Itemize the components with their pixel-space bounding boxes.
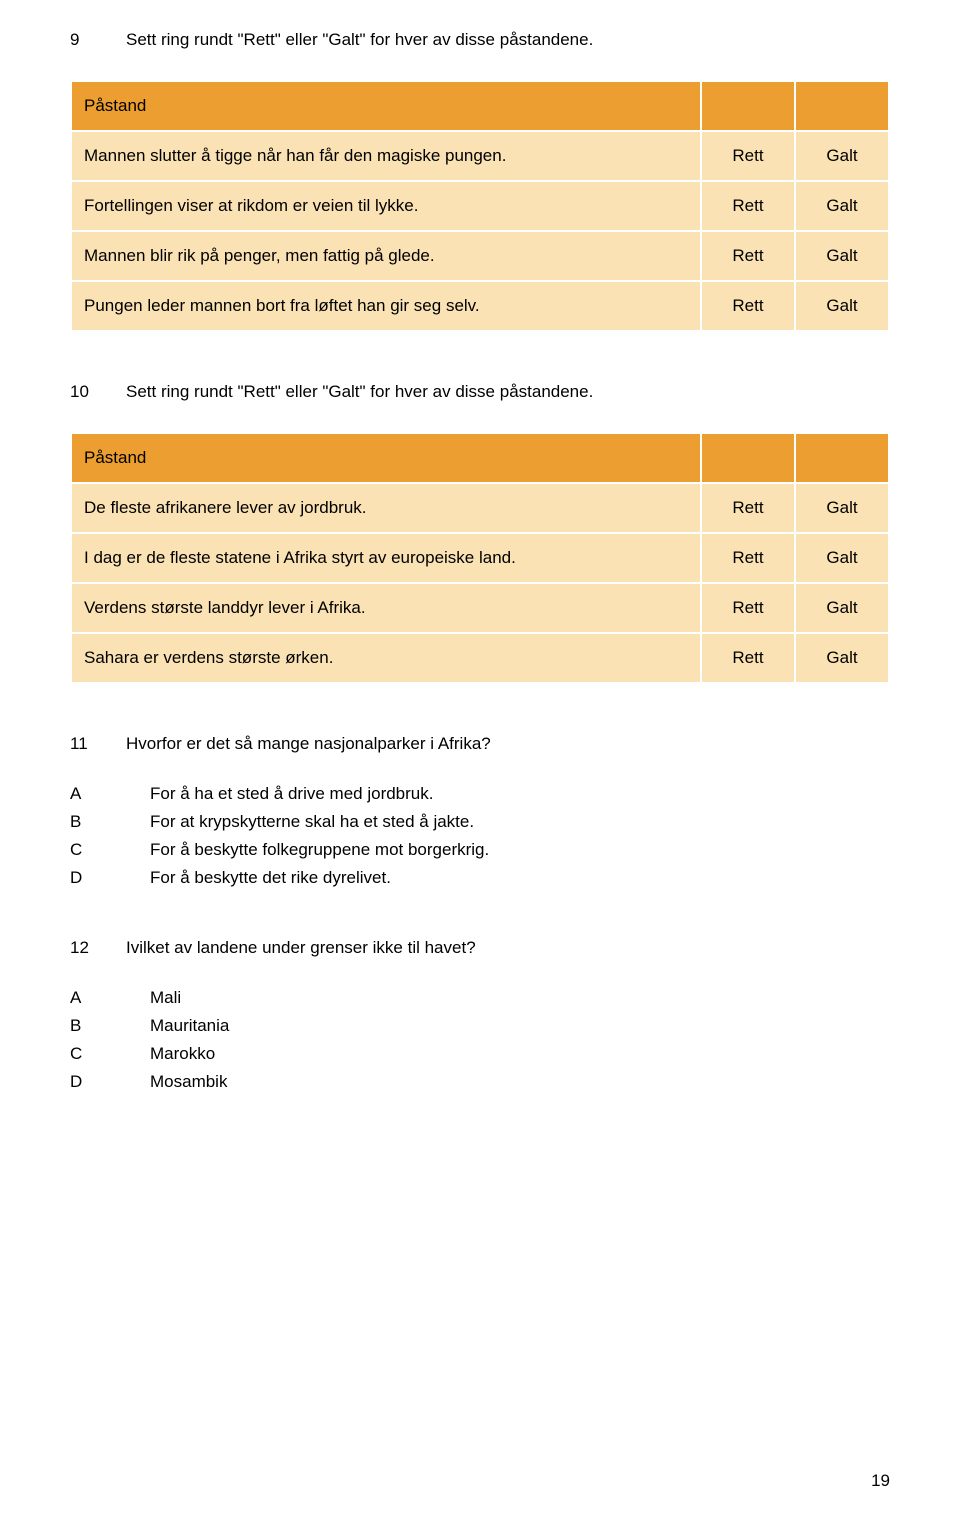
q12-prompt-line: 12 Ivilket av landene under grenser ikke… bbox=[70, 938, 890, 958]
q9-prompt-line: 9 Sett ring rundt "Rett" eller "Galt" fo… bbox=[70, 30, 890, 50]
q9-row0-rett[interactable]: Rett bbox=[702, 132, 794, 180]
q10-row3-text: Sahara er verdens største ørken. bbox=[72, 634, 700, 682]
q11-choice-c[interactable]: C For å beskytte folkegruppene mot borge… bbox=[70, 840, 890, 860]
page-number: 19 bbox=[871, 1471, 890, 1491]
q11-choice-d[interactable]: D For å beskytte det rike dyrelivet. bbox=[70, 868, 890, 888]
q10-row1-rett[interactable]: Rett bbox=[702, 534, 794, 582]
choice-letter: B bbox=[70, 812, 90, 832]
q9-row2-rett[interactable]: Rett bbox=[702, 232, 794, 280]
choice-letter: D bbox=[70, 1072, 90, 1092]
q9-header-empty1 bbox=[702, 82, 794, 130]
q9-header: Påstand bbox=[72, 82, 700, 130]
q10-row0-rett[interactable]: Rett bbox=[702, 484, 794, 532]
q10-header: Påstand bbox=[72, 434, 700, 482]
table-row: Fortellingen viser at rikdom er veien ti… bbox=[72, 182, 888, 230]
q10-row3-galt[interactable]: Galt bbox=[796, 634, 888, 682]
q10-number: 10 bbox=[70, 382, 94, 402]
q12-choice-a[interactable]: A Mali bbox=[70, 988, 890, 1008]
choice-text: Mali bbox=[150, 988, 181, 1008]
q11-prompt-line: 11 Hvorfor er det så mange nasjonalparke… bbox=[70, 734, 890, 754]
q10-prompt-line: 10 Sett ring rundt "Rett" eller "Galt" f… bbox=[70, 382, 890, 402]
q9-table: Påstand Mannen slutter å tigge når han f… bbox=[70, 80, 890, 332]
q9-row3-galt[interactable]: Galt bbox=[796, 282, 888, 330]
q10-header-empty2 bbox=[796, 434, 888, 482]
q10-table: Påstand De fleste afrikanere lever av jo… bbox=[70, 432, 890, 684]
choice-letter: A bbox=[70, 784, 90, 804]
choice-text: For å beskytte folkegruppene mot borgerk… bbox=[150, 840, 489, 860]
q9-row1-rett[interactable]: Rett bbox=[702, 182, 794, 230]
q9-row2-galt[interactable]: Galt bbox=[796, 232, 888, 280]
choice-letter: C bbox=[70, 1044, 90, 1064]
choice-text: Mosambik bbox=[150, 1072, 227, 1092]
choice-letter: D bbox=[70, 868, 90, 888]
choice-text: Mauritania bbox=[150, 1016, 229, 1036]
table-row: Mannen slutter å tigge når han får den m… bbox=[72, 132, 888, 180]
q9-header-empty2 bbox=[796, 82, 888, 130]
q12-number: 12 bbox=[70, 938, 94, 958]
q10-header-empty1 bbox=[702, 434, 794, 482]
q12-choices: A Mali B Mauritania C Marokko D Mosambik bbox=[70, 988, 890, 1092]
q9-row0-galt[interactable]: Galt bbox=[796, 132, 888, 180]
q12-choice-c[interactable]: C Marokko bbox=[70, 1044, 890, 1064]
q10-row2-text: Verdens største landdyr lever i Afrika. bbox=[72, 584, 700, 632]
q12-prompt: Ivilket av landene under grenser ikke ti… bbox=[126, 938, 476, 958]
choice-letter: A bbox=[70, 988, 90, 1008]
q9-number: 9 bbox=[70, 30, 94, 50]
q10-row0-text: De fleste afrikanere lever av jordbruk. bbox=[72, 484, 700, 532]
q9-row2-text: Mannen blir rik på penger, men fattig på… bbox=[72, 232, 700, 280]
q11-choices: A For å ha et sted å drive med jordbruk.… bbox=[70, 784, 890, 888]
q9-row3-text: Pungen leder mannen bort fra løftet han … bbox=[72, 282, 700, 330]
table-row: De fleste afrikanere lever av jordbruk. … bbox=[72, 484, 888, 532]
choice-letter: C bbox=[70, 840, 90, 860]
q11-choice-b[interactable]: B For at krypskytterne skal ha et sted å… bbox=[70, 812, 890, 832]
q10-prompt: Sett ring rundt "Rett" eller "Galt" for … bbox=[126, 382, 593, 402]
q9-row0-text: Mannen slutter å tigge når han får den m… bbox=[72, 132, 700, 180]
q11-choice-a[interactable]: A For å ha et sted å drive med jordbruk. bbox=[70, 784, 890, 804]
q10-row0-galt[interactable]: Galt bbox=[796, 484, 888, 532]
q12-choice-d[interactable]: D Mosambik bbox=[70, 1072, 890, 1092]
q11-prompt: Hvorfor er det så mange nasjonalparker i… bbox=[126, 734, 491, 754]
q10-row2-galt[interactable]: Galt bbox=[796, 584, 888, 632]
q10-row1-text: I dag er de fleste statene i Afrika styr… bbox=[72, 534, 700, 582]
q9-row1-text: Fortellingen viser at rikdom er veien ti… bbox=[72, 182, 700, 230]
table-row: Mannen blir rik på penger, men fattig på… bbox=[72, 232, 888, 280]
table-row: Verdens største landdyr lever i Afrika. … bbox=[72, 584, 888, 632]
q10-row2-rett[interactable]: Rett bbox=[702, 584, 794, 632]
q9-prompt: Sett ring rundt "Rett" eller "Galt" for … bbox=[126, 30, 593, 50]
q12-choice-b[interactable]: B Mauritania bbox=[70, 1016, 890, 1036]
page: 9 Sett ring rundt "Rett" eller "Galt" fo… bbox=[0, 0, 960, 1521]
choice-text: For å beskytte det rike dyrelivet. bbox=[150, 868, 391, 888]
q10-row3-rett[interactable]: Rett bbox=[702, 634, 794, 682]
choice-text: For at krypskytterne skal ha et sted å j… bbox=[150, 812, 474, 832]
q10-row1-galt[interactable]: Galt bbox=[796, 534, 888, 582]
table-row: Sahara er verdens største ørken. Rett Ga… bbox=[72, 634, 888, 682]
q9-row3-rett[interactable]: Rett bbox=[702, 282, 794, 330]
table-row: I dag er de fleste statene i Afrika styr… bbox=[72, 534, 888, 582]
choice-text: Marokko bbox=[150, 1044, 215, 1064]
q11-number: 11 bbox=[70, 734, 94, 754]
choice-text: For å ha et sted å drive med jordbruk. bbox=[150, 784, 433, 804]
table-row: Pungen leder mannen bort fra løftet han … bbox=[72, 282, 888, 330]
choice-letter: B bbox=[70, 1016, 90, 1036]
q9-row1-galt[interactable]: Galt bbox=[796, 182, 888, 230]
